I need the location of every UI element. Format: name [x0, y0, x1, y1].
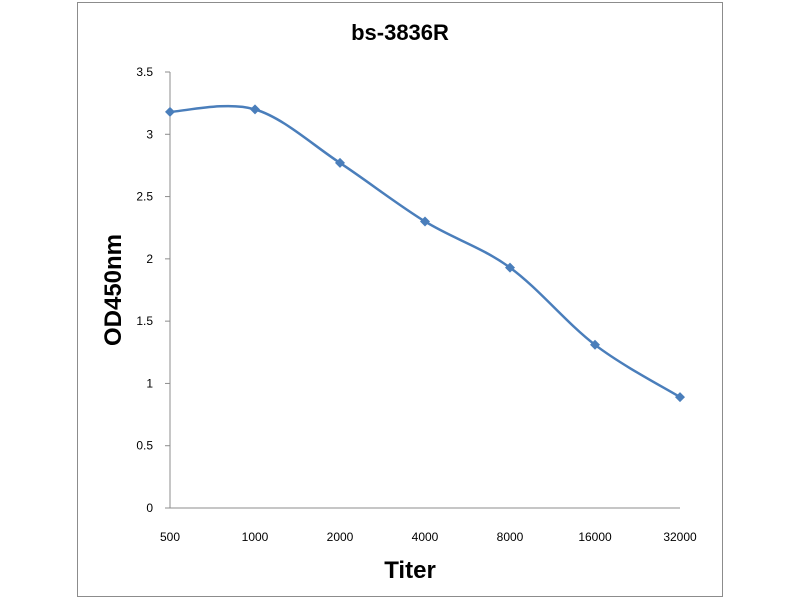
y-tick-label: 2 — [146, 252, 153, 266]
x-axis-ticks: 500 1000 2000 4000 8000 16000 32000 — [160, 530, 697, 544]
data-point-marker — [335, 157, 345, 168]
x-tick-label: 2000 — [327, 530, 354, 544]
y-tick-label: 1 — [146, 376, 153, 390]
series-markers — [165, 104, 685, 403]
x-tick-label: 32000 — [663, 530, 697, 544]
x-tick-label: 8000 — [497, 530, 524, 544]
y-tick-label: 0 — [146, 501, 153, 515]
series-line — [169, 104, 681, 399]
y-tick-label: 3 — [146, 127, 153, 141]
y-tick-label: 0.5 — [136, 439, 153, 453]
y-tick-label: 2.5 — [136, 190, 153, 204]
y-tick-label: 3.5 — [136, 65, 153, 79]
data-point-marker — [165, 106, 175, 117]
chart-frame — [77, 2, 723, 597]
chart-title: bs-3836R — [351, 20, 449, 45]
x-tick-label: 1000 — [242, 530, 269, 544]
data-point-marker — [675, 392, 685, 403]
x-axis-title: Titer — [384, 557, 436, 584]
y-axis-title: OD450nm — [100, 234, 127, 346]
x-tick-label: 500 — [160, 530, 180, 544]
x-tick-label: 4000 — [412, 530, 439, 544]
data-point-marker — [420, 216, 430, 227]
data-point-marker — [590, 339, 600, 350]
data-point-marker — [250, 104, 260, 115]
y-axis-ticks: 0 0.5 1 1.5 2 2.5 3 3.5 — [136, 65, 170, 515]
x-tick-label: 16000 — [578, 530, 612, 544]
data-point-marker — [505, 262, 515, 273]
y-tick-label: 1.5 — [136, 314, 153, 328]
